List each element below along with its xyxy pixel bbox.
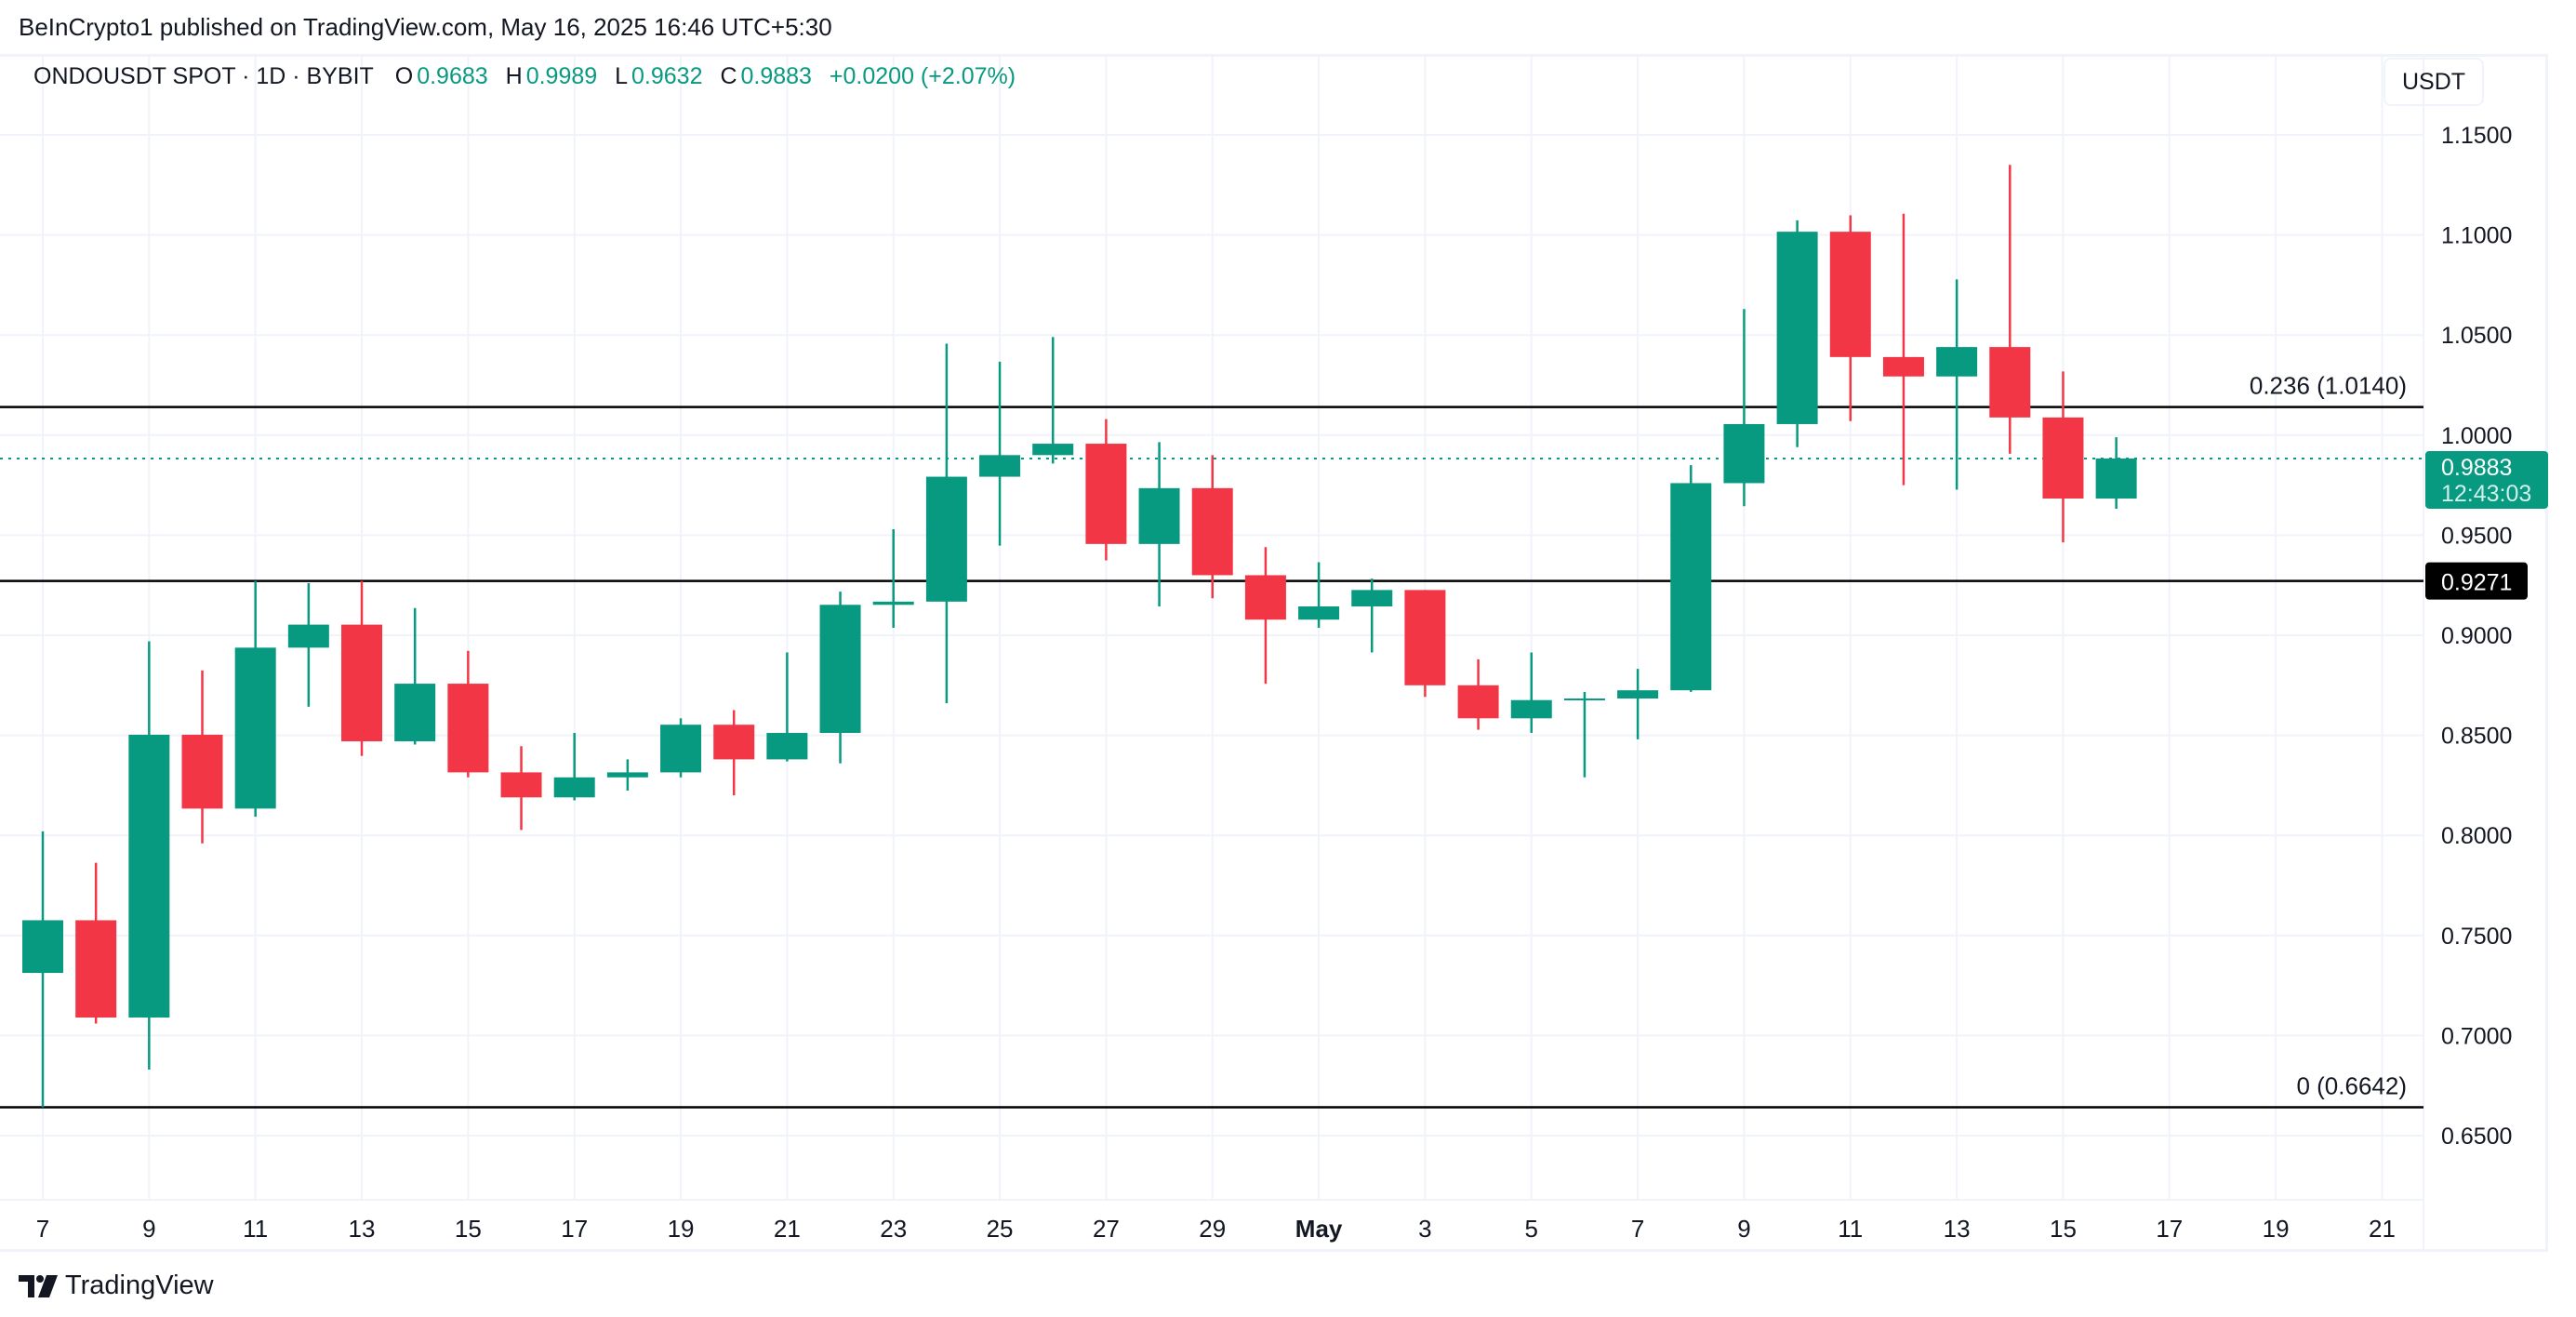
candle-body-up: [394, 684, 436, 742]
candle-body-down: [500, 772, 542, 798]
y-tick-label: 0.9000: [2441, 623, 2512, 649]
y-tick-label: 1.0000: [2441, 423, 2512, 449]
brand-name: TradingView: [65, 1270, 214, 1300]
x-tick-label: 15: [2050, 1215, 2077, 1243]
candle-body-up: [1936, 347, 1978, 377]
close-value: 0.9883: [740, 63, 812, 89]
attribution: BeInCrypto1 published on TradingView.com…: [19, 13, 832, 41]
x-tick-label: 11: [243, 1215, 268, 1243]
x-tick-label: 13: [1944, 1215, 1971, 1243]
candle-body-up: [553, 777, 595, 798]
symbol-name[interactable]: ONDOUSDT SPOT · 1D · BYBIT: [33, 63, 374, 89]
candle-body-up: [128, 734, 170, 1018]
countdown-label: 12:43:03: [2441, 481, 2531, 507]
candle-body-up: [234, 647, 276, 809]
x-tick-label: 15: [455, 1215, 482, 1243]
high-value: 0.9989: [525, 63, 598, 89]
y-tick-label: 0.8500: [2441, 724, 2512, 750]
candle-body-up: [22, 920, 63, 974]
candle-body-down: [713, 725, 755, 760]
close-label: C: [720, 63, 737, 89]
candle-body-up: [1563, 698, 1605, 701]
x-tick-label: 29: [1199, 1215, 1226, 1243]
candle-body-up: [660, 725, 702, 773]
x-tick-label: 17: [561, 1215, 588, 1243]
candle-body-up: [1351, 590, 1393, 607]
x-tick-label: 11: [1838, 1215, 1863, 1243]
candle-body-up: [925, 476, 967, 602]
y-tick-label: 1.0500: [2441, 323, 2512, 349]
open-value: 0.9683: [417, 63, 488, 89]
candle-body-up: [1138, 487, 1180, 544]
candle-body-up: [1723, 423, 1765, 484]
low-value: 0.9632: [631, 63, 703, 89]
x-tick-label: 19: [668, 1215, 695, 1243]
candle-body-up: [2095, 458, 2137, 499]
y-tick-label: 0.6500: [2441, 1124, 2512, 1150]
x-tick-label: May: [1295, 1215, 1343, 1243]
x-tick-label: 9: [142, 1215, 155, 1243]
x-tick-label: 7: [36, 1215, 49, 1243]
y-tick-label: 1.1000: [2441, 223, 2512, 249]
candle-body-up: [1670, 483, 1712, 691]
level-axis-label: 0.9271: [2441, 570, 2512, 596]
x-tick-label: 19: [2263, 1215, 2290, 1243]
level-axis-badge: [2425, 562, 2528, 600]
candle-body-up: [1617, 690, 1659, 699]
y-tick-label: 1.1500: [2441, 123, 2512, 149]
y-tick-label: 0.9500: [2441, 523, 2512, 549]
candle-body-down: [1882, 356, 1924, 377]
candle-body-up: [766, 733, 808, 760]
candle-body-down: [1989, 347, 2031, 418]
candle-body-down: [1244, 575, 1286, 620]
x-tick-label: 5: [1525, 1215, 1538, 1243]
candle-body-down: [75, 920, 117, 1018]
symbol-legend: ONDOUSDT SPOT · 1D · BYBIT O 0.9683 H 0.99…: [33, 63, 1019, 90]
x-tick-label: 21: [774, 1215, 801, 1243]
y-tick-label: 0.7500: [2441, 924, 2512, 950]
high-label: H: [505, 63, 523, 89]
currency-button[interactable]: USDT: [2383, 58, 2484, 106]
candle-body-up: [606, 772, 648, 778]
tradingview-logo-icon: [19, 1274, 58, 1297]
y-tick-label: 0.7000: [2441, 1023, 2512, 1049]
x-tick-label: 3: [1418, 1215, 1431, 1243]
x-tick-label: 17: [2156, 1215, 2183, 1243]
candle-body-down: [1829, 232, 1871, 357]
candle-body-down: [1457, 685, 1499, 719]
y-tick-label: 0.8000: [2441, 823, 2512, 849]
candle-body-up: [1510, 699, 1552, 719]
x-tick-label: 21: [2369, 1215, 2396, 1243]
change-value: +0.0200 (+2.07%): [829, 63, 1016, 89]
last-price-badge: [2425, 450, 2548, 509]
candle-body-down: [1085, 444, 1127, 544]
candle-body-down: [341, 624, 383, 742]
candle-body-up: [1776, 232, 1818, 424]
candle-body-down: [2042, 417, 2084, 499]
candle-body-up: [1032, 444, 1074, 456]
open-label: O: [394, 63, 414, 89]
x-tick-label: 25: [987, 1215, 1014, 1243]
candle-body-down: [181, 734, 223, 809]
tradingview-logo[interactable]: TradingView: [19, 1270, 214, 1301]
last-price-label: 0.9883: [2441, 455, 2512, 481]
low-label: L: [615, 63, 629, 89]
x-tick-label: 13: [349, 1215, 376, 1243]
candle-body-up: [287, 624, 329, 648]
candle-body-up: [872, 601, 914, 605]
candle-body-up: [819, 605, 861, 734]
x-tick-label: 23: [880, 1215, 907, 1243]
x-tick-label: 7: [1631, 1215, 1644, 1243]
level-label: 0.236 (1.0140): [2250, 372, 2407, 400]
candle-body-up: [979, 455, 1021, 477]
x-tick-label: 9: [1737, 1215, 1750, 1243]
chart-frame: [0, 54, 2548, 1252]
candle-body-down: [1191, 487, 1233, 576]
candle-body-up: [1298, 606, 1340, 620]
candle-body-down: [1404, 590, 1446, 685]
level-label: 0 (0.6642): [2296, 1071, 2407, 1099]
x-tick-label: 27: [1093, 1215, 1120, 1243]
candle-body-down: [447, 684, 489, 773]
